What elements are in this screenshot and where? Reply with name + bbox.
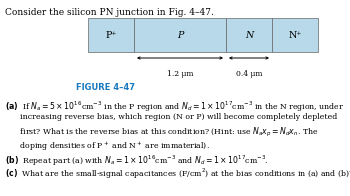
Text: N⁺: N⁺ (288, 31, 302, 40)
Text: $\mathbf{(c)}$  What are the small-signal capacitances (F/cm$^2$) at the bias co: $\mathbf{(c)}$ What are the small-signal… (5, 167, 350, 181)
Text: P: P (177, 31, 183, 40)
Text: N: N (245, 31, 253, 40)
Text: doping densities of P$^+$ and N$^+$ are immaterial).: doping densities of P$^+$ and N$^+$ are … (5, 139, 210, 153)
Text: FIGURE 4–47: FIGURE 4–47 (76, 83, 134, 92)
Text: P⁺: P⁺ (105, 31, 117, 40)
Text: $\mathbf{(b)}$  Repeat part (a) with $N_a = 1 \times 10^{16}$cm$^{-3}$ and $N_d : $\mathbf{(b)}$ Repeat part (a) with $N_a… (5, 154, 269, 168)
Text: 1.2 μm: 1.2 μm (167, 70, 193, 78)
Text: increasing reverse bias, which region (N or P) will become completely depleted: increasing reverse bias, which region (N… (5, 113, 337, 121)
Text: first? What is the reverse bias at this condition? (Hint: use $N_ax_p = N_dx_n$.: first? What is the reverse bias at this … (5, 126, 318, 139)
Text: $\mathbf{(a)}$  If $N_a = 5 \times 10^{16}$cm$^{-3}$ in the P region and $N_d = : $\mathbf{(a)}$ If $N_a = 5 \times 10^{16… (5, 100, 344, 114)
Text: 0.4 μm: 0.4 μm (236, 70, 262, 78)
Text: Consider the silicon PN junction in Fig. 4–47.: Consider the silicon PN junction in Fig.… (5, 8, 214, 17)
